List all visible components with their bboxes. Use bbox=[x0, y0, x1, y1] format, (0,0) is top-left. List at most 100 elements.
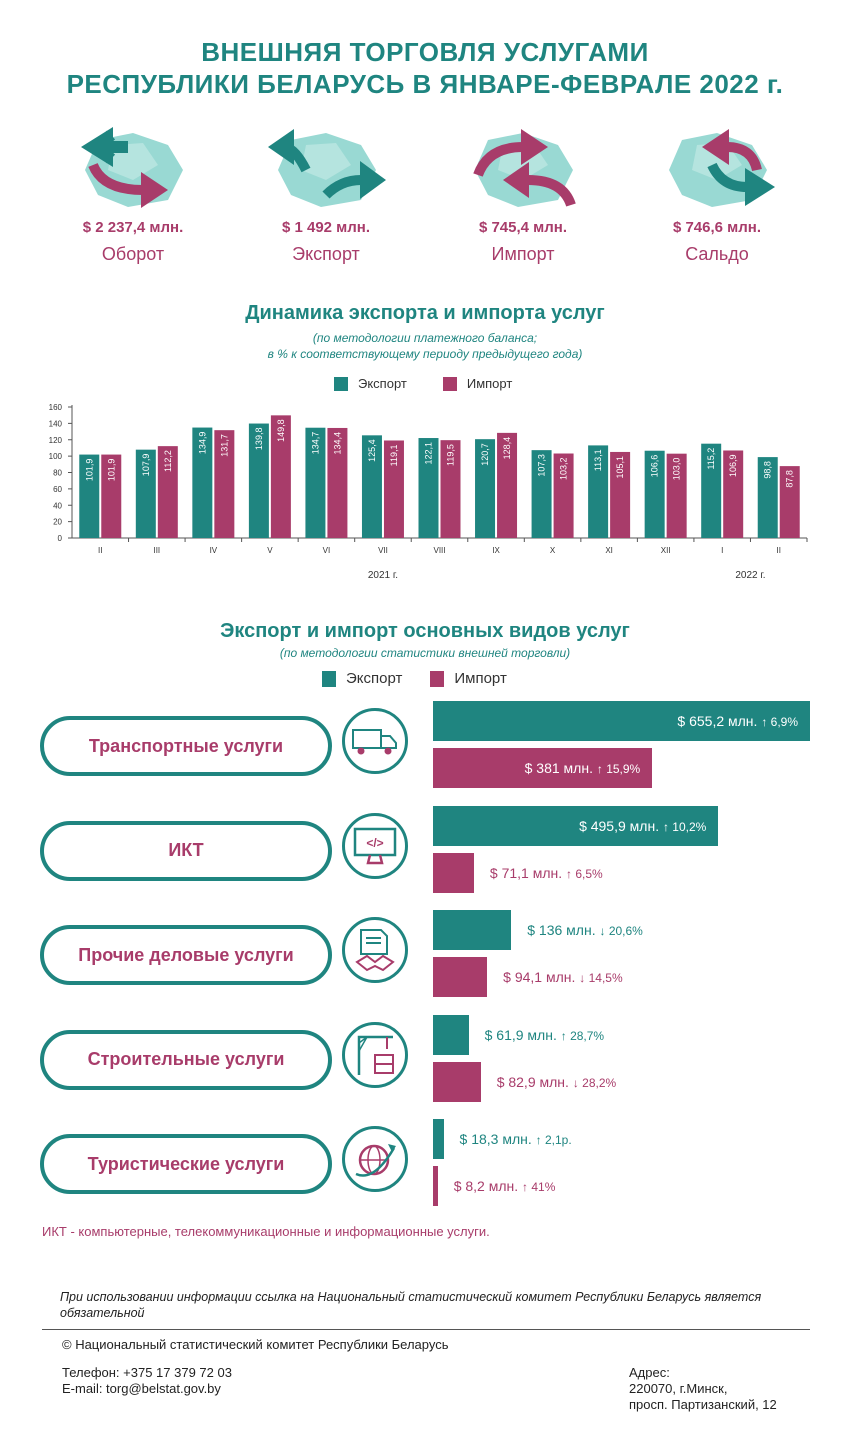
import-bar bbox=[723, 450, 744, 538]
import-value-label: $ 82,9 млн. ↓ 28,2% bbox=[496, 1073, 617, 1090]
services-chart: Транспортные услуги $ 655,2 млн. ↑ 6,9% $ … bbox=[0, 695, 850, 1215]
handshake-document-icon bbox=[355, 929, 395, 972]
title-line-1: ВНЕШНЯЯ ТОРГОВЛЯ УСЛУГАМИ bbox=[201, 37, 649, 67]
address-line-2: просп. Партизанский, 12 bbox=[629, 1397, 777, 1412]
x-tick-label: XI bbox=[605, 546, 613, 555]
import-value-label: 103,2 bbox=[559, 458, 569, 481]
import-bar bbox=[553, 453, 574, 538]
legend-import-swatch bbox=[442, 376, 457, 391]
x-tick-label: XII bbox=[661, 546, 671, 555]
construction-crane-icon bbox=[357, 1035, 394, 1075]
service-icon-circle bbox=[342, 1126, 408, 1192]
kpi-turnover: $ 2 237,4 млн. Оборот bbox=[33, 125, 233, 265]
export-value-label: 107,3 bbox=[537, 454, 547, 477]
citation-notice: При использовании информации ссылка на Н… bbox=[60, 1290, 762, 1320]
export-bar bbox=[701, 443, 722, 538]
import-bar bbox=[779, 466, 800, 538]
y-tick-label: 20 bbox=[53, 518, 62, 527]
export-value-label: 125,4 bbox=[367, 439, 377, 462]
import-bar bbox=[157, 446, 178, 538]
legend-export-label: Экспорт bbox=[358, 376, 407, 391]
import-bar bbox=[383, 440, 404, 538]
dynamics-subtitle-1: (по методологии платежного баланса; bbox=[312, 331, 538, 345]
dynamics-legend: Экспорт Импорт bbox=[334, 376, 512, 391]
year-label-2021: 2021 г. bbox=[368, 570, 398, 581]
export-value-label: 122,1 bbox=[424, 442, 434, 465]
export-value-label: $ 655,2 млн. ↑ 6,9% bbox=[677, 713, 798, 729]
import-bar bbox=[440, 440, 461, 538]
x-tick-label: VIII bbox=[433, 546, 445, 555]
phone: Телефон: +375 17 379 72 03 bbox=[62, 1365, 232, 1380]
dynamics-title: Динамика экспорта и импорта услуг bbox=[245, 302, 605, 324]
x-tick-label: X bbox=[550, 546, 556, 555]
legend-import-label: Импорт bbox=[466, 376, 513, 391]
truck-icon bbox=[352, 729, 397, 755]
x-tick-label: II bbox=[777, 546, 781, 555]
x-tick-label: VII bbox=[378, 546, 388, 555]
import-bar bbox=[270, 415, 291, 538]
import-value-label: $ 94,1 млн. ↓ 14,5% bbox=[503, 969, 623, 985]
export-bar bbox=[433, 701, 810, 741]
service-pill: Туристические услуги bbox=[40, 1134, 332, 1194]
address: Адрес: 220070, г.Минск, просп. Партизанс… bbox=[629, 1365, 777, 1413]
service-icon-circle: </> bbox=[342, 812, 408, 879]
import-value-label: 112,2 bbox=[163, 450, 173, 472]
export-bar bbox=[79, 454, 100, 538]
export-value-label: $ 18,3 млн. ↑ 2,1р. bbox=[459, 1131, 572, 1147]
export-bar bbox=[135, 449, 156, 538]
export-bar bbox=[361, 435, 382, 538]
contacts: Телефон: +375 17 379 72 03 E-mail: torg@… bbox=[62, 1365, 232, 1397]
export-bar bbox=[433, 805, 719, 846]
import-bar bbox=[214, 430, 235, 538]
import-value-label: $ 71,1 млн. ↑ 6,5% bbox=[489, 864, 603, 881]
export-bar bbox=[433, 910, 512, 950]
x-tick-label: V bbox=[267, 546, 273, 555]
services-title: Экспорт и импорт основных видов услуг bbox=[220, 620, 630, 642]
footnote: ИКТ - компьютерные, телекоммуникационные… bbox=[42, 1224, 490, 1239]
import-bar bbox=[433, 852, 474, 893]
y-tick-label: 80 bbox=[53, 469, 62, 478]
legend-export-swatch bbox=[322, 670, 336, 687]
x-tick-label: I bbox=[721, 546, 723, 555]
export-value-label: 98,8 bbox=[763, 461, 773, 479]
export-map-icon bbox=[268, 129, 386, 207]
export-value-label: $ 495,9 млн. ↑ 10,2% bbox=[579, 817, 707, 834]
kpi-turnover-label: Оборот bbox=[101, 244, 165, 264]
import-bar bbox=[327, 427, 348, 538]
export-value-label: 113,1 bbox=[593, 449, 603, 471]
kpi-balance-label: Сальдо bbox=[685, 244, 749, 264]
x-tick-label: IX bbox=[492, 546, 500, 555]
title-line-2: РЕСПУБЛИКИ БЕЛАРУСЬ В ЯНВАРЕ-ФЕВРАЛЕ 202… bbox=[66, 69, 784, 99]
service-icon-circle bbox=[342, 1021, 408, 1088]
import-value-label: 105,1 bbox=[615, 456, 625, 479]
export-bar bbox=[433, 1014, 469, 1055]
import-bar bbox=[497, 432, 518, 538]
import-bar bbox=[433, 748, 653, 788]
service-pill: Строительные услуги bbox=[40, 1029, 332, 1090]
kpi-balance: $ 746,6 млн. Сальдо bbox=[617, 125, 817, 265]
year-label-2022: 2022 г. bbox=[735, 570, 765, 581]
turnover-map-icon bbox=[81, 127, 183, 208]
export-value-label: 134,7 bbox=[310, 432, 320, 455]
export-bar bbox=[433, 1119, 444, 1159]
service-pill: ИКТ bbox=[40, 820, 332, 881]
import-value-label: 106,9 bbox=[728, 454, 738, 477]
address-line-1: 220070, г.Минск, bbox=[629, 1381, 728, 1396]
import-value-label: 119,5 bbox=[446, 444, 456, 466]
kpi-export: $ 1 492 млн. Экспорт bbox=[226, 125, 426, 265]
y-tick-label: 160 bbox=[49, 403, 63, 412]
y-tick-label: 120 bbox=[49, 436, 63, 445]
kpi-turnover-value: $ 2 237,4 млн. bbox=[82, 219, 184, 236]
kpi-balance-value: $ 746,6 млн. bbox=[672, 219, 762, 236]
export-value-label: $ 136 млн. ↓ 20,6% bbox=[527, 922, 643, 938]
dynamics-subtitle-2: в % к соответствующему периоду предыдуще… bbox=[267, 347, 583, 361]
service-pill: Транспортные услуги bbox=[40, 716, 332, 776]
legend-export-label: Экспорт bbox=[346, 670, 403, 687]
balance-map-icon bbox=[669, 129, 775, 207]
import-map-icon bbox=[473, 129, 576, 207]
x-tick-label: VI bbox=[323, 546, 331, 555]
x-tick-label: III bbox=[153, 546, 160, 555]
import-bar bbox=[101, 454, 122, 538]
export-value-label: 120,7 bbox=[480, 443, 490, 466]
x-tick-label: IV bbox=[210, 546, 218, 555]
